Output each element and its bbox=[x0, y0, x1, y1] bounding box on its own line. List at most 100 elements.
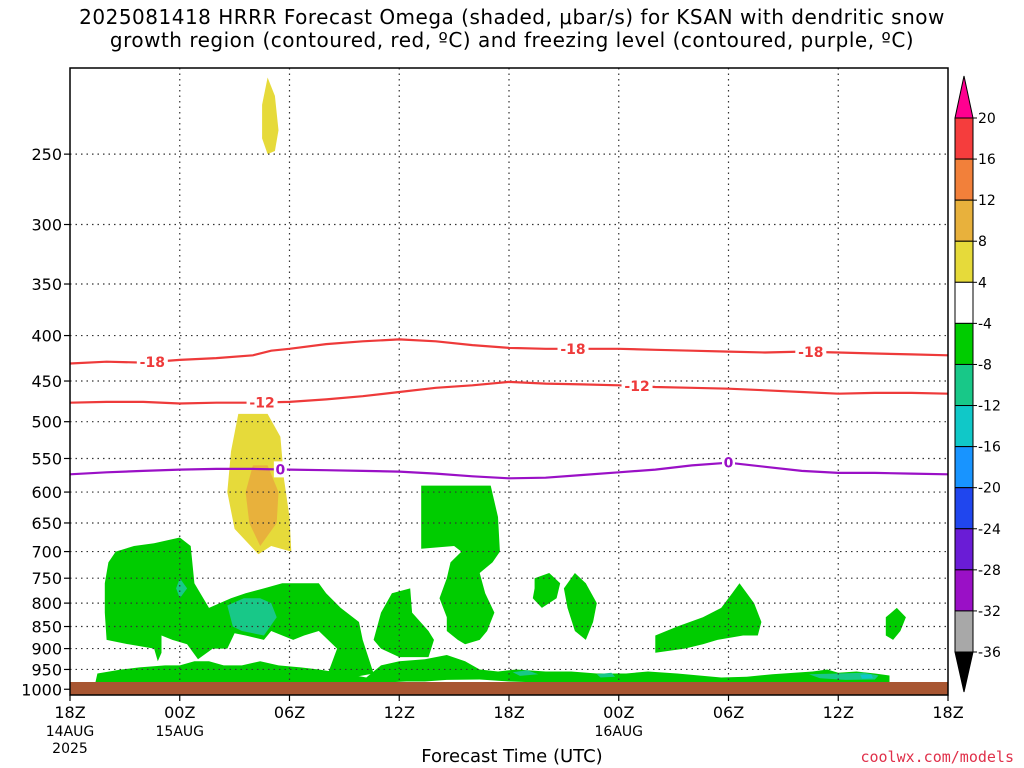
y-tick-label-250: 250 bbox=[31, 145, 62, 164]
colorbar-label-1: 16 bbox=[978, 152, 996, 168]
colorbar-bin-7 bbox=[954, 405, 974, 448]
contour-label-bg--18-1 bbox=[557, 340, 589, 357]
colorbar-bin-10 bbox=[954, 528, 974, 571]
y-tick-label-950: 950 bbox=[31, 660, 62, 679]
colorbar: 20 16 12 8 4 -4 -8 -12 -16 -20 -24 -28 -32 -36 bbox=[954, 75, 1001, 693]
x-tick-date-5: 16AUG bbox=[595, 724, 644, 740]
contour-label-bg--18-2 bbox=[795, 343, 827, 360]
y-tick-label-750: 750 bbox=[31, 569, 62, 588]
omega-region-14 bbox=[512, 670, 539, 676]
y-tick-label-850: 850 bbox=[31, 618, 62, 637]
x-tick-date-1: 15AUG bbox=[156, 724, 205, 740]
colorbar-label-3: 8 bbox=[978, 234, 987, 250]
y-tick-label-600: 600 bbox=[31, 483, 62, 502]
omega-region-17 bbox=[860, 674, 873, 679]
colorbar-label-10: -24 bbox=[978, 522, 1001, 538]
colorbar-label-13: -36 bbox=[978, 645, 1001, 661]
contour-label--18-1: -18 bbox=[560, 342, 585, 358]
y-tick-label-800: 800 bbox=[31, 594, 62, 613]
omega-region-10 bbox=[655, 583, 762, 653]
colorbar-bin-11 bbox=[954, 569, 974, 612]
y-tick-label-700: 700 bbox=[31, 543, 62, 562]
omega-region-5 bbox=[227, 598, 277, 636]
contour-label-0-1: 0 bbox=[724, 456, 734, 472]
colorbar-bin-12 bbox=[954, 610, 974, 653]
x-tick-label-4: 18Z bbox=[493, 703, 524, 722]
omega-region-16 bbox=[809, 672, 879, 680]
x-tick-label-0: 18Z bbox=[54, 703, 85, 722]
contour-layer: -18 -18 -18 -12 -12 0 0 bbox=[69, 338, 949, 480]
contour-label--18-0: -18 bbox=[140, 355, 165, 371]
y-tick-label-550: 550 bbox=[31, 449, 62, 468]
colorbar-bin-8 bbox=[954, 446, 974, 489]
x-axis-title: Forecast Time (UTC) bbox=[421, 746, 603, 767]
colorbar-label-9: -20 bbox=[978, 481, 1001, 497]
ground-bar bbox=[70, 682, 948, 695]
colorbar-bin-3 bbox=[954, 240, 974, 283]
x-tick-label-1: 00Z bbox=[164, 703, 195, 722]
contour-label-0-0: 0 bbox=[275, 462, 285, 478]
source-credit: coolwx.com/models bbox=[860, 748, 1014, 766]
contour-line-0 bbox=[69, 461, 949, 480]
x-tick-label-8: 18Z bbox=[932, 703, 963, 722]
colorbar-bin-5 bbox=[954, 322, 974, 365]
contour-label-bg--18-0 bbox=[136, 353, 168, 370]
colorbar-bin-2 bbox=[954, 199, 974, 242]
colorbar-arrow-top bbox=[954, 75, 974, 119]
colorbar-label-12: -32 bbox=[978, 604, 1001, 620]
x-tick-label-6: 06Z bbox=[713, 703, 744, 722]
x-tick-label-7: 12Z bbox=[823, 703, 854, 722]
colorbar-label-4: 4 bbox=[978, 275, 987, 291]
colorbar-bin-0 bbox=[954, 117, 974, 160]
contour-label-bg-0-0 bbox=[273, 461, 287, 478]
contour-label-bg-0-1 bbox=[722, 454, 735, 471]
colorbar-label-2: 12 bbox=[978, 193, 996, 209]
omega-region-6 bbox=[373, 588, 434, 658]
colorbar-label-6: -8 bbox=[978, 357, 992, 373]
colorbar-label-11: -28 bbox=[978, 563, 1001, 579]
contour-label--18-2: -18 bbox=[798, 345, 823, 361]
x-tick-label-2: 06Z bbox=[274, 703, 305, 722]
omega-region-11 bbox=[885, 607, 906, 640]
y-axis: 250 300 350 400 450 500 550 600 650 700 750 800 850 9… bbox=[21, 145, 70, 699]
chart-title: 2025081418 HRRR Forecast Omega (shaded, … bbox=[0, 6, 1024, 52]
omega-shading-layer bbox=[95, 77, 948, 692]
x-tick-label-3: 12Z bbox=[384, 703, 415, 722]
colorbar-label-7: -12 bbox=[978, 399, 1001, 415]
contour-line--12 bbox=[69, 380, 949, 405]
colorbar-arrow-bottom bbox=[954, 651, 974, 693]
colorbar-label-0: 20 bbox=[978, 111, 996, 127]
colorbar-bin-6 bbox=[954, 363, 974, 407]
colorbar-bin-9 bbox=[954, 487, 974, 530]
colorbar-label-5: -4 bbox=[978, 316, 992, 332]
x-tick-year-0: 2025 bbox=[52, 741, 88, 757]
y-tick-label-450: 450 bbox=[31, 372, 62, 391]
omega-region-15 bbox=[596, 672, 616, 678]
y-tick-label-350: 350 bbox=[31, 275, 62, 294]
contour-label--12-1: -12 bbox=[624, 379, 649, 395]
colorbar-bin-4 bbox=[954, 281, 974, 324]
contour-label-bg--12-0 bbox=[246, 394, 278, 411]
y-tick-label-400: 400 bbox=[31, 327, 62, 346]
omega-region-4 bbox=[176, 578, 188, 599]
y-tick-label-650: 650 bbox=[31, 514, 62, 533]
x-tick-label-5: 00Z bbox=[603, 703, 634, 722]
x-tick-date-0: 14AUG bbox=[46, 724, 95, 740]
y-tick-label-500: 500 bbox=[31, 413, 62, 432]
omega-region-7 bbox=[421, 485, 500, 645]
chart-title-line1: 2025081418 HRRR Forecast Omega (shaded, … bbox=[79, 5, 945, 29]
y-tick-label-1000: 1000 bbox=[21, 680, 62, 699]
chart-title-line2: growth region (contoured, red, ºC) and f… bbox=[109, 28, 915, 52]
omega-region-2 bbox=[245, 465, 279, 546]
omega-region-9 bbox=[563, 573, 597, 640]
contour-label--12-0: -12 bbox=[249, 396, 274, 412]
y-tick-label-300: 300 bbox=[31, 216, 62, 235]
omega-region-8 bbox=[532, 573, 561, 608]
colorbar-label-8: -16 bbox=[978, 440, 1001, 456]
omega-region-0 bbox=[262, 77, 279, 155]
y-tick-label-900: 900 bbox=[31, 640, 62, 659]
colorbar-bin-1 bbox=[954, 158, 974, 201]
contour-label-bg--12-1 bbox=[621, 378, 653, 395]
